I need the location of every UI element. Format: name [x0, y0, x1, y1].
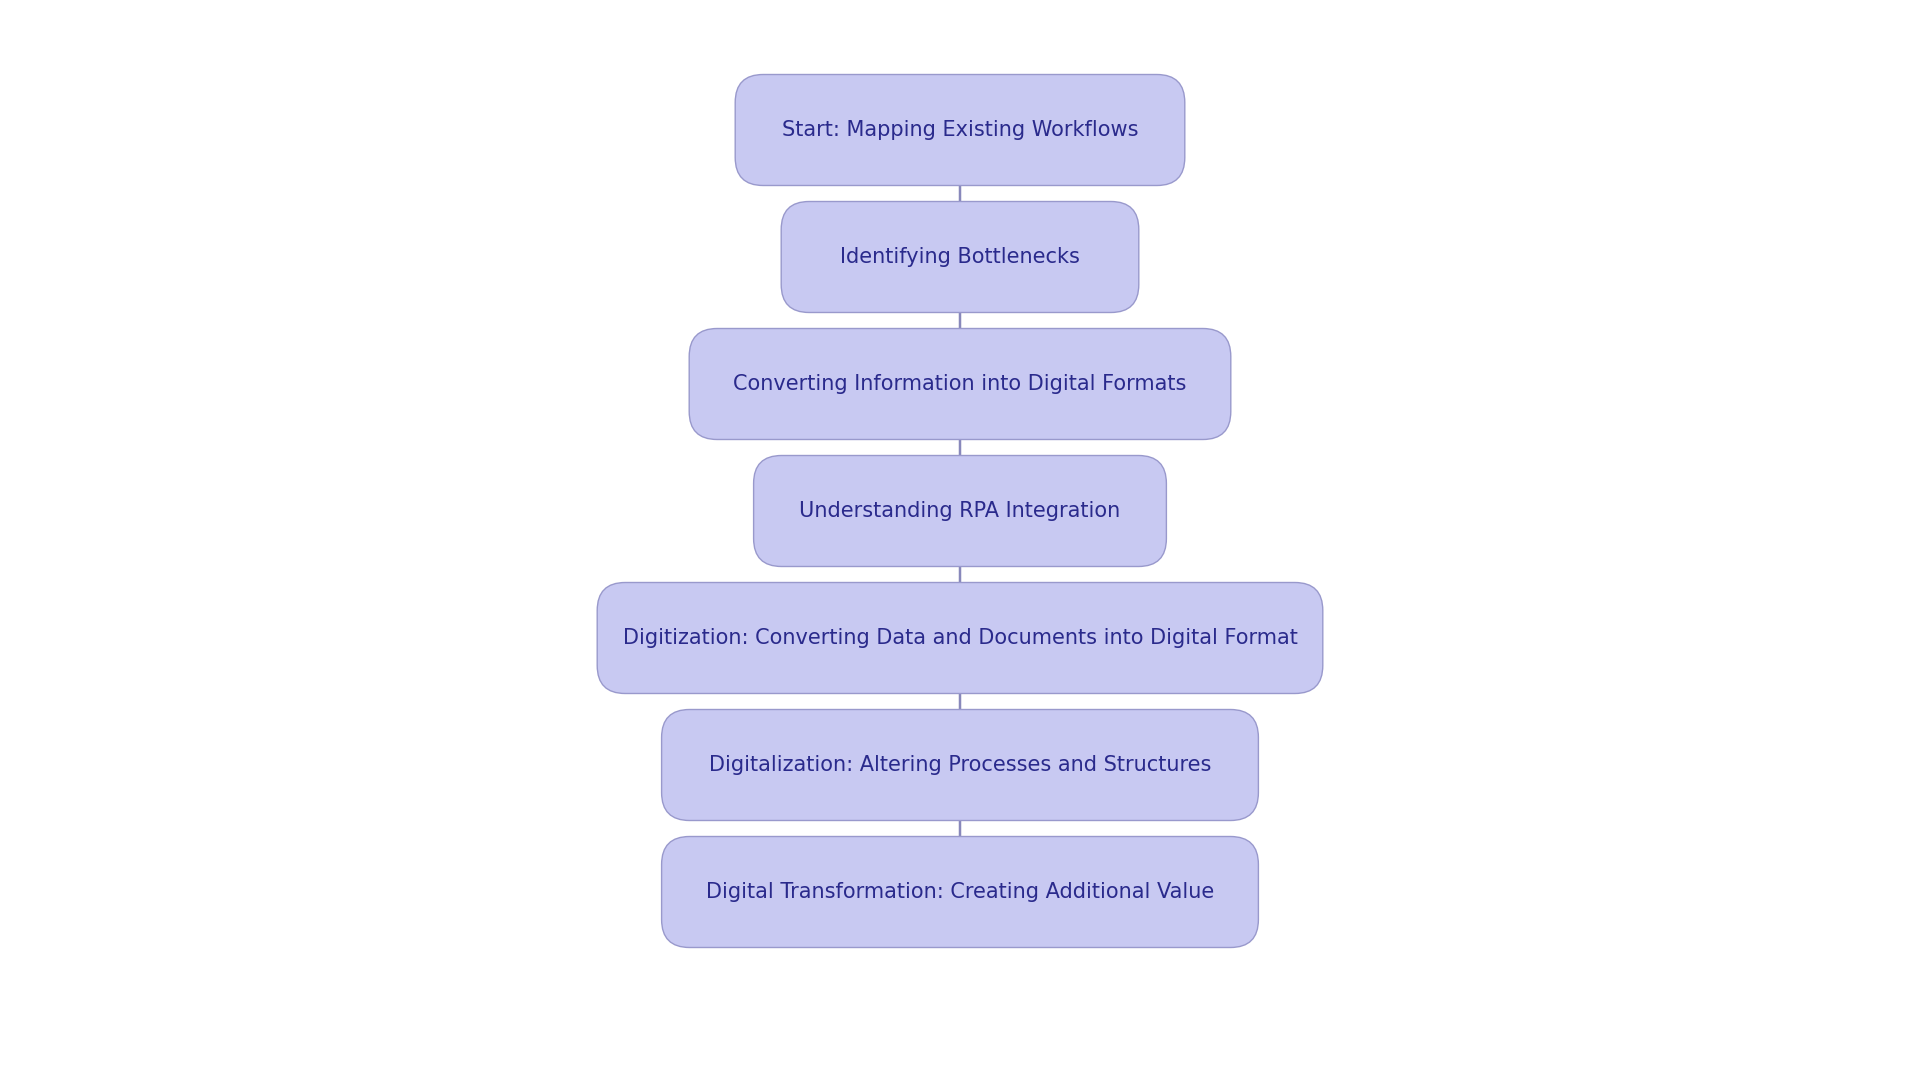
Text: Identifying Bottlenecks: Identifying Bottlenecks — [841, 247, 1079, 267]
FancyBboxPatch shape — [662, 837, 1258, 947]
FancyBboxPatch shape — [781, 202, 1139, 312]
FancyBboxPatch shape — [753, 456, 1165, 567]
Text: Start: Mapping Existing Workflows: Start: Mapping Existing Workflows — [781, 120, 1139, 140]
Text: Digital Transformation: Creating Additional Value: Digital Transformation: Creating Additio… — [707, 882, 1213, 902]
Text: Converting Information into Digital Formats: Converting Information into Digital Form… — [733, 374, 1187, 394]
FancyBboxPatch shape — [662, 710, 1258, 821]
FancyBboxPatch shape — [735, 75, 1185, 186]
Text: Understanding RPA Integration: Understanding RPA Integration — [799, 501, 1121, 521]
FancyBboxPatch shape — [597, 582, 1323, 693]
Text: Digitization: Converting Data and Documents into Digital Format: Digitization: Converting Data and Docume… — [622, 627, 1298, 648]
FancyBboxPatch shape — [689, 328, 1231, 440]
Text: Digitalization: Altering Processes and Structures: Digitalization: Altering Processes and S… — [708, 755, 1212, 775]
